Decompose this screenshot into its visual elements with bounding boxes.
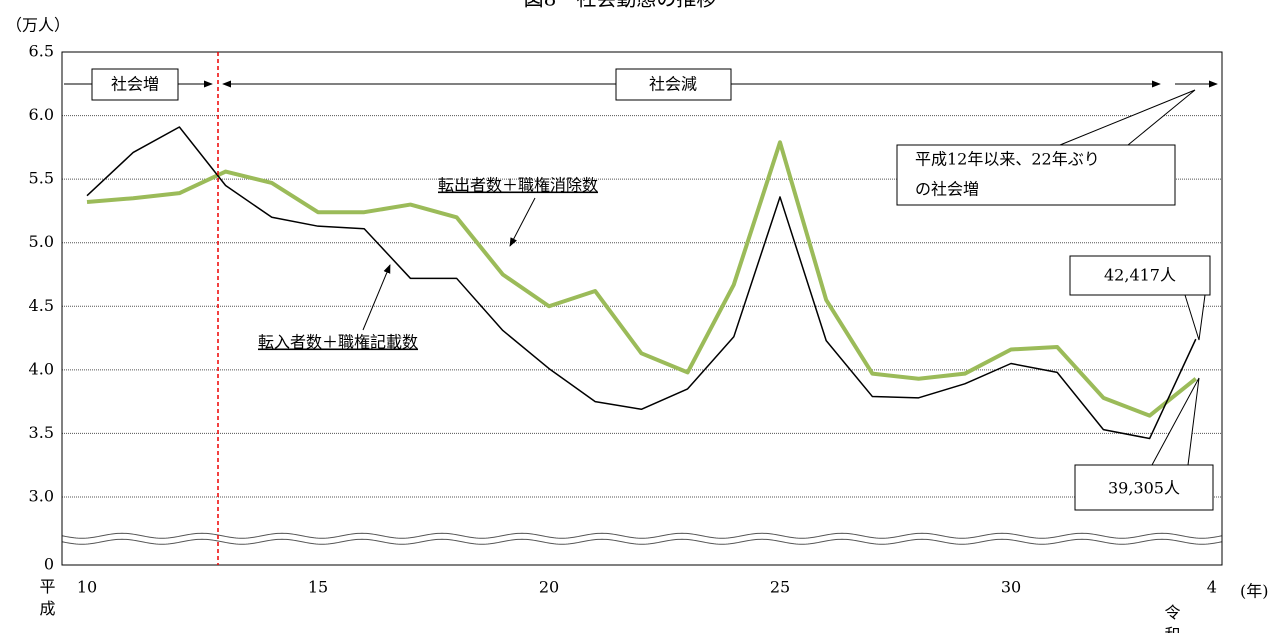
callout-pointer (1151, 377, 1200, 466)
y-tick-label: 6.0 (29, 105, 54, 124)
y-tick-label: 0 (44, 555, 54, 574)
y-tick-label: 6.5 (29, 42, 54, 61)
y-tick-label: 3.0 (29, 487, 54, 506)
series-label: 転出者数＋職権消除数 (438, 176, 598, 195)
y-tick-label: 4.0 (29, 359, 54, 378)
data-line (86, 140, 1198, 418)
plot-area: 0 3.0 3.5 4.0 4.5 5.0 5.5 6.0 6.5 (29, 42, 1223, 574)
y-tick-label: 4.5 (29, 296, 54, 315)
y-tick-label: 3.5 (29, 423, 54, 442)
era-label: 令和 (1162, 604, 1181, 633)
axis-break (61, 532, 1223, 539)
x-tick-label: 20 (539, 578, 559, 597)
callout-pointer (1184, 294, 1206, 341)
x-tick-label: 4 (1207, 578, 1217, 597)
y-axis-label: （万人） (6, 16, 70, 35)
annotation: 社会減 (649, 75, 697, 94)
plot-frame (61, 51, 1223, 566)
x-tick-label: 30 (1001, 578, 1021, 597)
series-label: 転入者数＋職権記載数 (258, 333, 418, 352)
x-axis-label: (年) (1240, 582, 1269, 601)
x-tick-label: 25 (770, 578, 790, 597)
data-label: 39,305人 (1108, 479, 1180, 498)
data-line (86, 126, 1197, 440)
label-box (1074, 464, 1214, 511)
label-box (615, 68, 732, 101)
x-tick-label: 15 (308, 578, 328, 597)
era-label: 平成 (37, 578, 56, 622)
annotation: 平成12年以来、22年ぶり (915, 150, 1100, 169)
label-box (1069, 255, 1211, 296)
arrow (509, 197, 536, 247)
annotation: の社会増 (915, 180, 979, 199)
label-box (91, 68, 179, 101)
y-tick-label: 5.5 (29, 169, 54, 188)
callout-pointer (1059, 89, 1196, 146)
arrow (362, 264, 391, 331)
axis-break (61, 538, 1223, 545)
annotation: 社会増 (111, 75, 159, 94)
y-tick-label: 5.0 (29, 232, 54, 251)
data-label: 42,417人 (1104, 266, 1176, 285)
x-tick-label: 10 (77, 578, 97, 597)
label-box (896, 144, 1176, 206)
chart-title: 図8 社会動態の推移 (524, 0, 717, 11)
